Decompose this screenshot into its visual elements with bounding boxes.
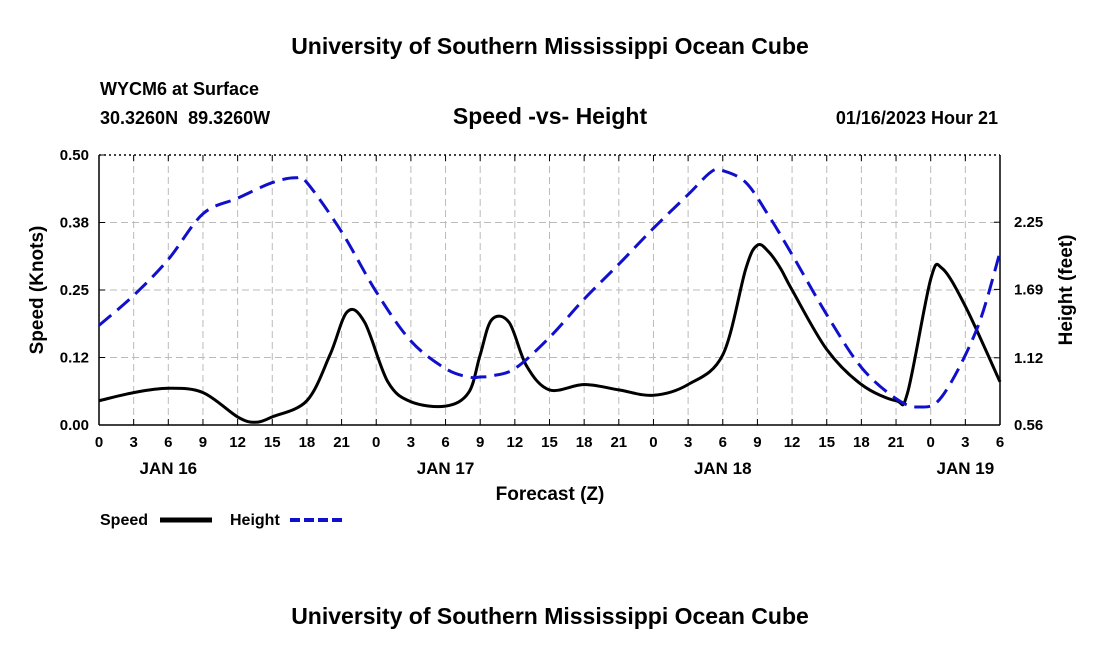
x-tick-label: 9 (199, 434, 207, 451)
x-tick-label: 15 (818, 434, 835, 451)
x-tick-label: 6 (719, 434, 727, 451)
legend: Speed Height (100, 512, 342, 529)
x-tick-label: 21 (610, 434, 627, 451)
x-tick-label: 6 (996, 434, 1004, 451)
main-title: University of Southern Mississippi Ocean… (291, 33, 809, 59)
y-tick-label: 0.38 (60, 215, 89, 232)
x-tick-label: 21 (888, 434, 905, 451)
x-tick-label: 18 (853, 434, 870, 451)
x-tick-label: 3 (684, 434, 692, 451)
y-tick-label: 0.50 (60, 147, 89, 164)
date-label: JAN 16 (139, 459, 197, 478)
x-tick-label: 0 (927, 434, 935, 451)
x-tick-label: 9 (476, 434, 484, 451)
legend-speed-label: Speed (100, 512, 148, 529)
y-axis-label: Speed (Knots) (27, 226, 48, 355)
footer-title: University of Southern Mississippi Ocean… (291, 603, 809, 629)
date-label: JAN 17 (417, 459, 475, 478)
x-tick-label: 9 (753, 434, 761, 451)
y-tick-label: 0.12 (60, 350, 89, 367)
x-tick-label: 21 (333, 434, 350, 451)
series-speed-line (98, 243, 1002, 424)
x-tick-label: 0 (95, 434, 103, 451)
series-lines (98, 167, 1002, 424)
x-tick-label: 0 (649, 434, 657, 451)
x-axis-ticks: 0 3 6 9 12 15 18 21 0 3 6 9 12 15 18 21 0 3 6 9 12 15 18 21 0 3 6 (95, 155, 1004, 451)
datetime-label: 01/16/2023 Hour 21 (836, 108, 998, 128)
date-labels: JAN 16 JAN 17 JAN 18 JAN 19 (139, 459, 994, 478)
y-tick-label: 0.25 (60, 282, 89, 299)
date-label: JAN 19 (937, 459, 995, 478)
y2-tick-label: 1.12 (1014, 350, 1043, 367)
grid-lines (99, 155, 1000, 425)
x-tick-label: 3 (961, 434, 969, 451)
y2-tick-label: 0.56 (1014, 417, 1043, 434)
y2-tick-label: 1.69 (1014, 281, 1043, 298)
x-tick-label: 12 (229, 434, 246, 451)
date-label: JAN 18 (694, 459, 752, 478)
y2-axis-label: Height (feet) (1056, 235, 1077, 346)
legend-height-label: Height (230, 512, 280, 529)
y-tick-label: 0.00 (60, 417, 89, 434)
x-tick-label: 3 (407, 434, 415, 451)
x-tick-label: 15 (541, 434, 558, 451)
x-axis-label: Forecast (Z) (496, 484, 605, 505)
chart-title: Speed -vs- Height (453, 103, 648, 129)
coordinates-label: 30.3260N 89.3260W (100, 108, 270, 128)
y-axis-ticks: 0.00 0.12 0.25 0.38 0.50 (60, 147, 105, 434)
y2-axis-ticks: 0.56 1.12 1.69 2.25 (994, 214, 1043, 434)
x-tick-label: 6 (441, 434, 449, 451)
station-label: WYCM6 at Surface (100, 79, 259, 99)
x-tick-label: 3 (129, 434, 137, 451)
x-tick-label: 12 (784, 434, 801, 451)
x-tick-label: 6 (164, 434, 172, 451)
x-tick-label: 18 (299, 434, 316, 451)
x-tick-label: 0 (372, 434, 380, 451)
x-tick-label: 18 (576, 434, 593, 451)
x-tick-label: 15 (264, 434, 281, 451)
x-tick-label: 12 (507, 434, 524, 451)
y2-tick-label: 2.25 (1014, 214, 1043, 231)
